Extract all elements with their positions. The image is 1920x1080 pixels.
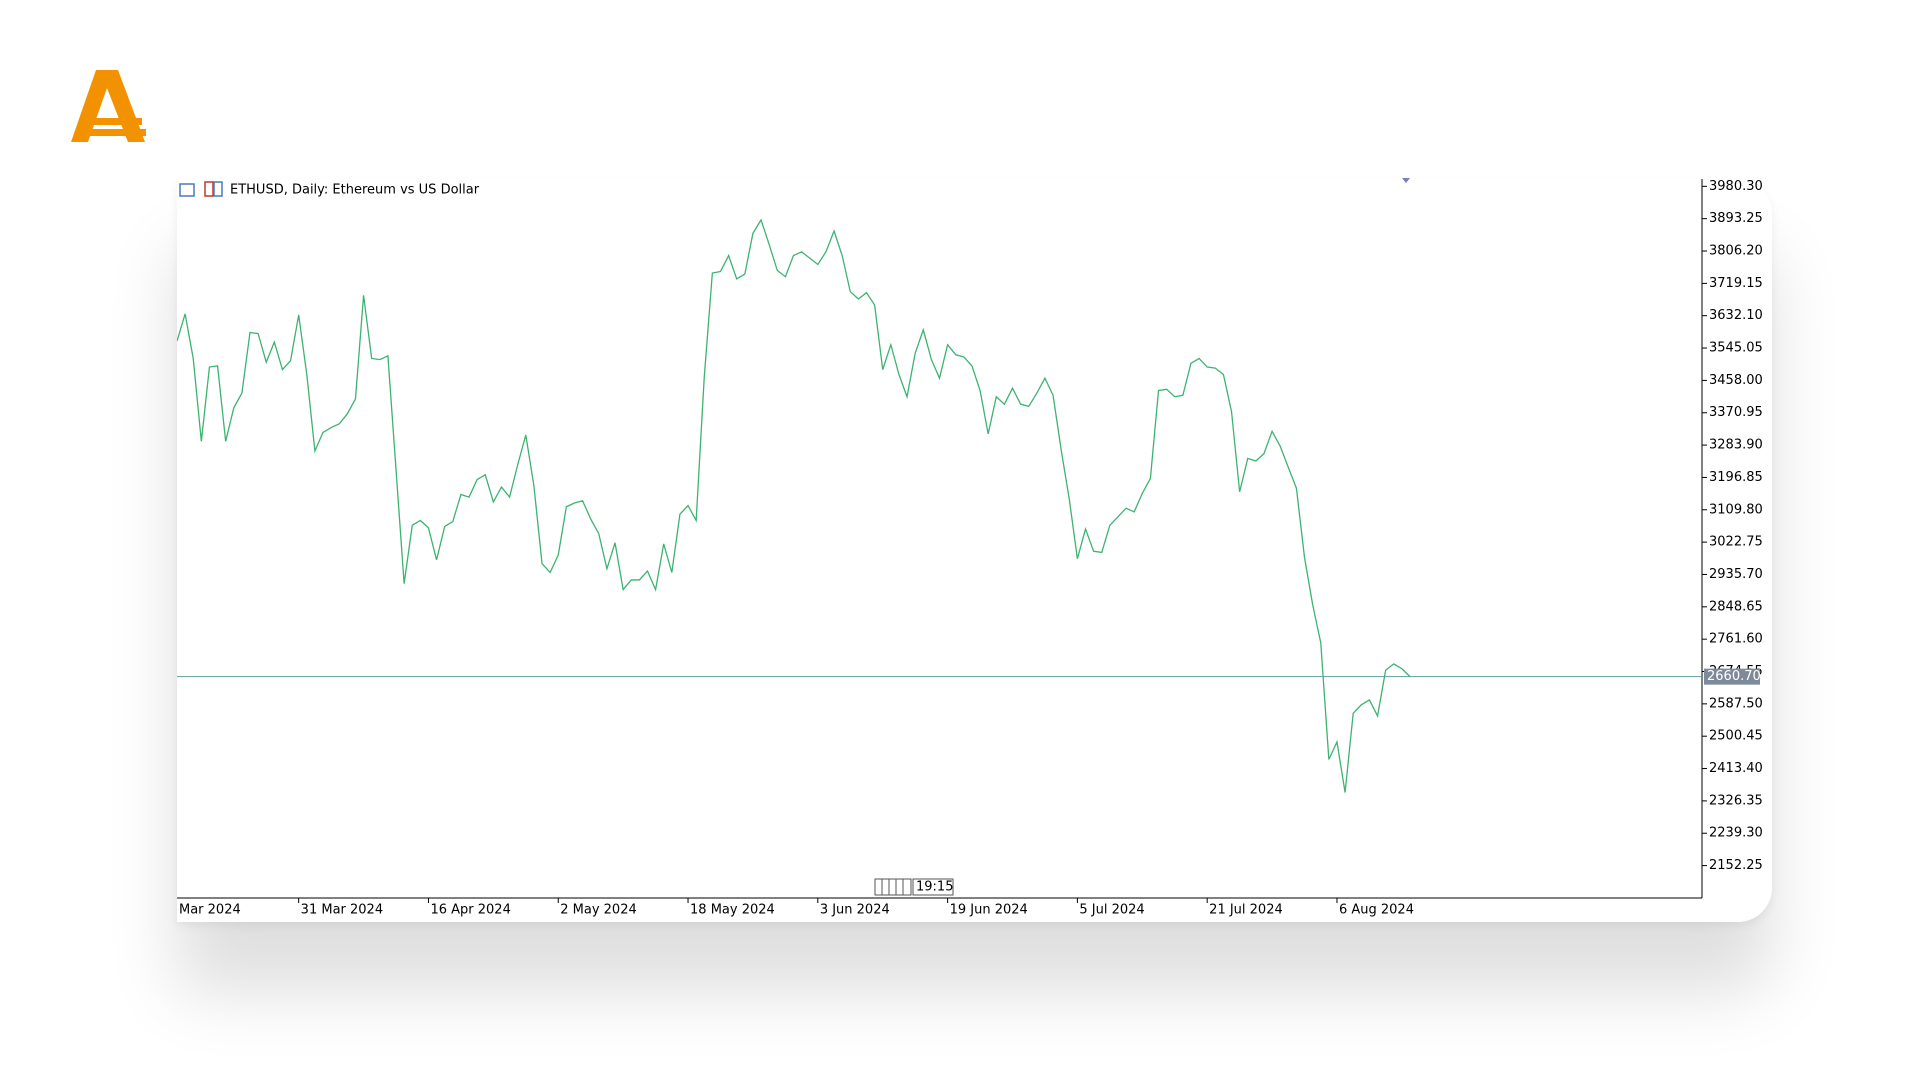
y-tick-label: 3806.20 xyxy=(1709,244,1763,259)
y-tick-label: 2587.50 xyxy=(1709,696,1763,711)
y-tick-label: 3632.10 xyxy=(1709,308,1763,323)
x-tick-label: Mar 2024 xyxy=(179,903,241,918)
x-tick-label: 16 Apr 2024 xyxy=(430,903,510,918)
y-tick-label: 2326.35 xyxy=(1709,793,1763,808)
y-tick-label: 3893.25 xyxy=(1709,211,1763,226)
x-tick-label: 18 May 2024 xyxy=(690,903,775,918)
x-tick-label: 2 May 2024 xyxy=(560,903,637,918)
y-tick-label: 2239.30 xyxy=(1709,826,1763,841)
y-tick-label: 3109.80 xyxy=(1709,502,1763,517)
countdown-box xyxy=(912,878,954,896)
x-tick-label: 3 Jun 2024 xyxy=(820,903,890,918)
plot-area xyxy=(177,218,1411,793)
y-tick-label: 2413.40 xyxy=(1709,761,1763,776)
y-tick-label: 3545.05 xyxy=(1709,341,1763,356)
y-tick-label: 2500.45 xyxy=(1709,729,1763,744)
x-tick-label: 21 Jul 2024 xyxy=(1209,903,1283,918)
countdown-stack xyxy=(902,878,912,896)
y-tick-label: 2935.70 xyxy=(1709,567,1763,582)
y-tick-label: 3283.90 xyxy=(1709,438,1763,453)
y-tick-label: 3719.15 xyxy=(1709,276,1763,291)
y-tick-label: 3458.00 xyxy=(1709,373,1763,388)
y-tick-label: 3370.95 xyxy=(1709,405,1763,420)
marker xyxy=(1402,178,1410,183)
y-tick-label: 3022.75 xyxy=(1709,535,1763,550)
y-tick-label: 3980.30 xyxy=(1709,179,1763,194)
y-tick-label: 2152.25 xyxy=(1709,858,1763,873)
y-tick-label: 2848.65 xyxy=(1709,599,1763,614)
x-tick-label: 6 Aug 2024 xyxy=(1339,903,1414,918)
current-price-label: 2660.70 xyxy=(1707,669,1761,684)
logo xyxy=(71,70,146,142)
y-tick-label: 2761.60 xyxy=(1709,632,1763,647)
countdown: 19:15 xyxy=(916,880,953,895)
current-price-box xyxy=(1704,668,1760,685)
x-tick-label: 19 Jun 2024 xyxy=(950,903,1028,918)
y-tick-label: 3196.85 xyxy=(1709,470,1763,485)
chart-card xyxy=(177,179,1772,922)
x-tick-label: 5 Jul 2024 xyxy=(1079,903,1144,918)
price-line xyxy=(177,218,1411,793)
chart-title: ETHUSD, Daily: Ethereum vs US Dollar xyxy=(230,183,480,198)
symbol-icons xyxy=(179,181,223,197)
x-tick-label: 31 Mar 2024 xyxy=(301,903,383,918)
